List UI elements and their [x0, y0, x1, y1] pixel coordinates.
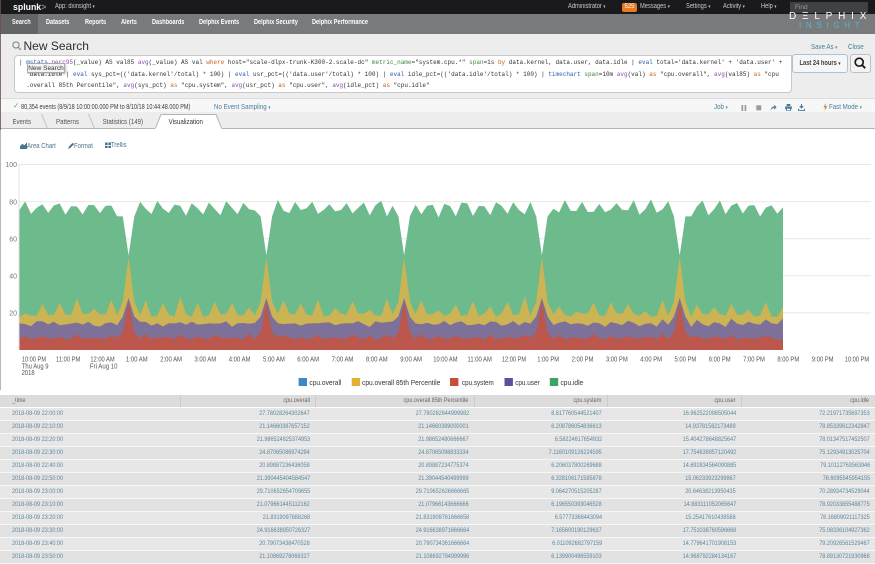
svg-text:Events: Events: [13, 117, 32, 126]
svg-text:cpu.system: cpu.system: [462, 378, 494, 387]
svg-text:10:00 AM: 10:00 AM: [433, 354, 457, 363]
svg-text:100: 100: [5, 162, 17, 169]
svg-text:9:00 AM: 9:00 AM: [400, 354, 422, 363]
svg-text:11:00 PM: 11:00 PM: [56, 354, 80, 363]
svg-text:7:00 PM: 7:00 PM: [743, 354, 765, 363]
svg-text:60: 60: [9, 237, 17, 244]
svg-text:8:00 PM: 8:00 PM: [777, 354, 799, 363]
svg-text:80: 80: [9, 200, 17, 207]
svg-text:Thu Aug 9: Thu Aug 9: [22, 361, 49, 370]
svg-text:Visualization: Visualization: [169, 117, 203, 126]
svg-text:5:00 PM: 5:00 PM: [675, 354, 697, 363]
svg-text:1:00 PM: 1:00 PM: [537, 354, 559, 363]
svg-text:7:00 AM: 7:00 AM: [332, 354, 354, 363]
svg-text:cpu.user: cpu.user: [515, 378, 540, 387]
svg-text:3:00 PM: 3:00 PM: [606, 354, 628, 363]
svg-text:cpu.overall 85th Percentile: cpu.overall 85th Percentile: [362, 378, 440, 387]
svg-text:6:00 PM: 6:00 PM: [709, 354, 731, 363]
svg-text:20: 20: [9, 311, 17, 318]
svg-text:12:00 PM: 12:00 PM: [502, 354, 526, 363]
svg-text:cpu.idle: cpu.idle: [561, 378, 584, 387]
svg-text:4:00 AM: 4:00 AM: [229, 354, 251, 363]
svg-text:2018: 2018: [22, 368, 35, 377]
svg-text:12:00 AM: 12:00 AM: [90, 354, 114, 363]
svg-text:Patterns: Patterns: [56, 117, 79, 126]
svg-text:11:00 AM: 11:00 AM: [468, 354, 492, 363]
svg-text:6:00 AM: 6:00 AM: [297, 354, 319, 363]
svg-text:5:00 AM: 5:00 AM: [263, 354, 285, 363]
svg-text:40: 40: [9, 274, 17, 281]
svg-text:10:00 PM: 10:00 PM: [22, 354, 46, 363]
svg-text:4:00 PM: 4:00 PM: [640, 354, 662, 363]
svg-text:Statistics (149): Statistics (149): [103, 117, 144, 126]
svg-text:9:00 PM: 9:00 PM: [812, 354, 834, 363]
svg-text:2:00 PM: 2:00 PM: [572, 354, 594, 363]
svg-text:2:00 AM: 2:00 AM: [160, 354, 182, 363]
svg-text:Fri Aug 10: Fri Aug 10: [90, 361, 118, 370]
svg-text:cpu.overall: cpu.overall: [309, 378, 341, 387]
svg-text:1:00 AM: 1:00 AM: [126, 354, 148, 363]
svg-text:3:00 AM: 3:00 AM: [194, 354, 216, 363]
svg-text:8:00 AM: 8:00 AM: [366, 354, 388, 363]
svg-text:10:00 PM: 10:00 PM: [845, 354, 869, 363]
